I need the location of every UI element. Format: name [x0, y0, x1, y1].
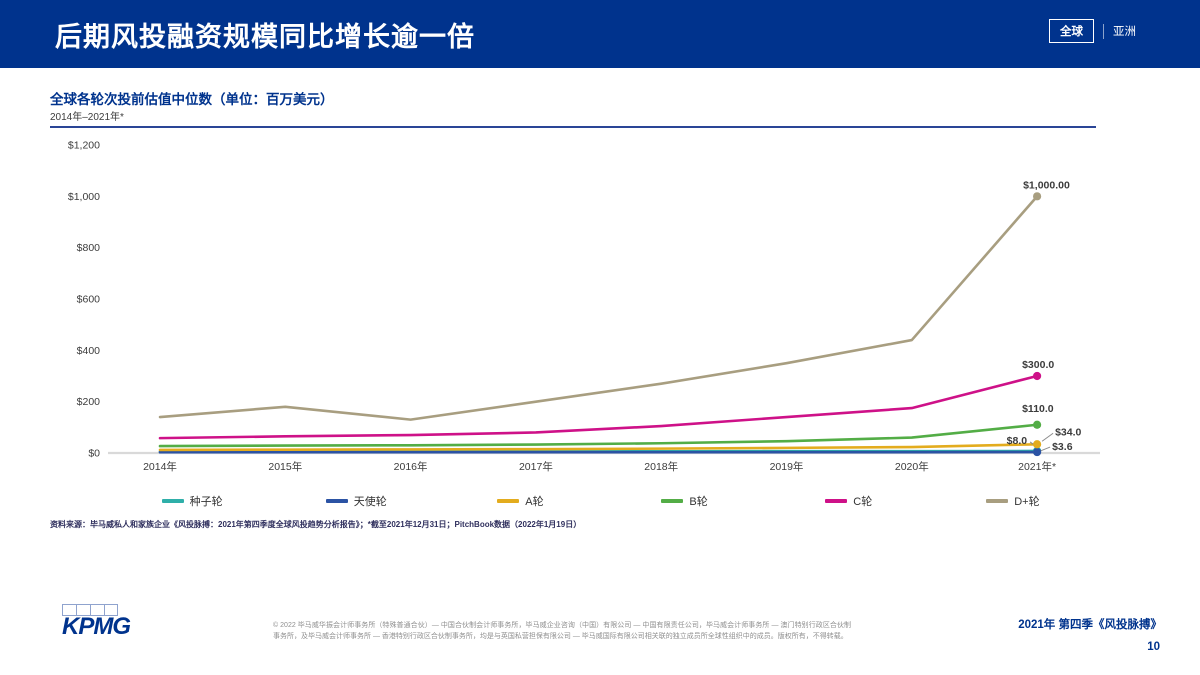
legend-item-angel: 天使轮: [274, 493, 438, 509]
end-dot-c: [1033, 371, 1042, 381]
page-number: 10: [1147, 641, 1160, 653]
end-label-d-plus: $1,000.00: [1023, 179, 1070, 191]
x-axis-label: 2017年: [519, 460, 553, 473]
end-label-seed: $8.0: [1007, 435, 1028, 447]
x-axis-label: 2019年: [770, 460, 804, 473]
y-axis-label: $1,200: [68, 140, 100, 152]
chart-title: 全球各轮次投前估值中位数（单位：百万美元）: [50, 92, 334, 107]
region-toggle: 全球 亚洲: [1049, 19, 1136, 43]
tab-divider: [1103, 23, 1104, 39]
header-bar: 后期风投融资规模同比增长逾一倍 全球 亚洲: [0, 0, 1200, 68]
legend-label-c: C轮: [853, 496, 873, 508]
legend-swatch-b: [661, 499, 684, 503]
legend-label-angel: 天使轮: [353, 496, 387, 508]
legend-swatch-d-plus: [986, 499, 1009, 503]
y-axis-label: $0: [88, 448, 100, 460]
end-label-b: $110.0: [1022, 403, 1054, 415]
y-axis-label: $800: [77, 242, 101, 254]
end-dot-a: [1033, 440, 1042, 449]
tab-global[interactable]: 全球: [1049, 19, 1094, 43]
series-line-c: [158, 374, 1039, 440]
legend-swatch-angel: [325, 499, 348, 503]
end-dot-d-plus: [1033, 192, 1042, 201]
legend-swatch-seed: [161, 499, 184, 503]
end-label-leader-a: [1041, 432, 1054, 442]
chart-subtitle: 2014年–2021年*: [50, 112, 124, 123]
end-label-leader-angel: [1039, 446, 1051, 452]
end-label-c: $300.0: [1022, 359, 1054, 371]
slide-title: 后期风投融资规模同比增长逾一倍: [55, 22, 475, 52]
legend-swatch-a: [497, 499, 520, 503]
legend-label-seed: 种子轮: [189, 496, 223, 508]
title-divider: [50, 126, 1096, 128]
x-axis-label: 2014年: [143, 460, 177, 473]
source-note: 资料来源：毕马威私人和家族企业《风投脉搏：2021年第四季度全球风投趋势分析报告…: [50, 520, 582, 529]
end-dot-b: [1033, 420, 1042, 429]
legend-item-b: B轮: [603, 493, 767, 509]
legend-item-d-plus: D+轮: [931, 493, 1095, 509]
y-axis-label: $600: [77, 294, 101, 306]
kpmg-logo-text: KPMG: [62, 613, 131, 640]
x-axis-label: 2021年*: [1018, 460, 1056, 473]
end-label-a: $34.0: [1055, 426, 1081, 438]
chart-legend: 种子轮 天使轮 A轮 B轮 C轮 D+轮: [110, 493, 1095, 509]
legend-item-seed: 种子轮: [110, 493, 274, 509]
legend-label-b: B轮: [689, 496, 708, 508]
x-axis-label: 2020年: [895, 460, 929, 473]
y-axis-label: $400: [77, 345, 101, 357]
copyright-text: © 2022 毕马威华振会计师事务所（特殊普通合伙）— 中国合伙制会计师事务所，…: [273, 622, 851, 640]
x-axis-label: 2016年: [394, 460, 428, 473]
report-title: 2021年 第四季《风投脉搏》: [1018, 619, 1162, 631]
legend-swatch-c: [825, 499, 848, 503]
x-axis-label: 2018年: [644, 460, 678, 473]
tab-asia[interactable]: 亚洲: [1113, 26, 1136, 38]
end-dot-angel: [1033, 447, 1042, 457]
series-line-b: [158, 423, 1039, 448]
legend-item-c: C轮: [767, 493, 931, 509]
legend-label-a: A轮: [525, 496, 544, 508]
y-axis-label: $1,000: [68, 191, 100, 203]
valuation-line-chart: $0 $200 $400 $600 $800 $1,000 $1,200 2014年 2015年…: [68, 140, 1100, 473]
end-label-angel: $3.6: [1052, 441, 1073, 453]
kpmg-logo: KPMG: [62, 604, 132, 641]
series-line-a: [158, 442, 1039, 452]
legend-label-d-plus: D+轮: [1014, 496, 1040, 508]
series-line-d-plus: [158, 195, 1039, 421]
kpmg-logo-squares: [62, 604, 132, 616]
legend-item-a: A轮: [438, 493, 602, 509]
y-axis-label: $200: [77, 396, 101, 408]
x-axis-label: 2015年: [268, 460, 302, 473]
